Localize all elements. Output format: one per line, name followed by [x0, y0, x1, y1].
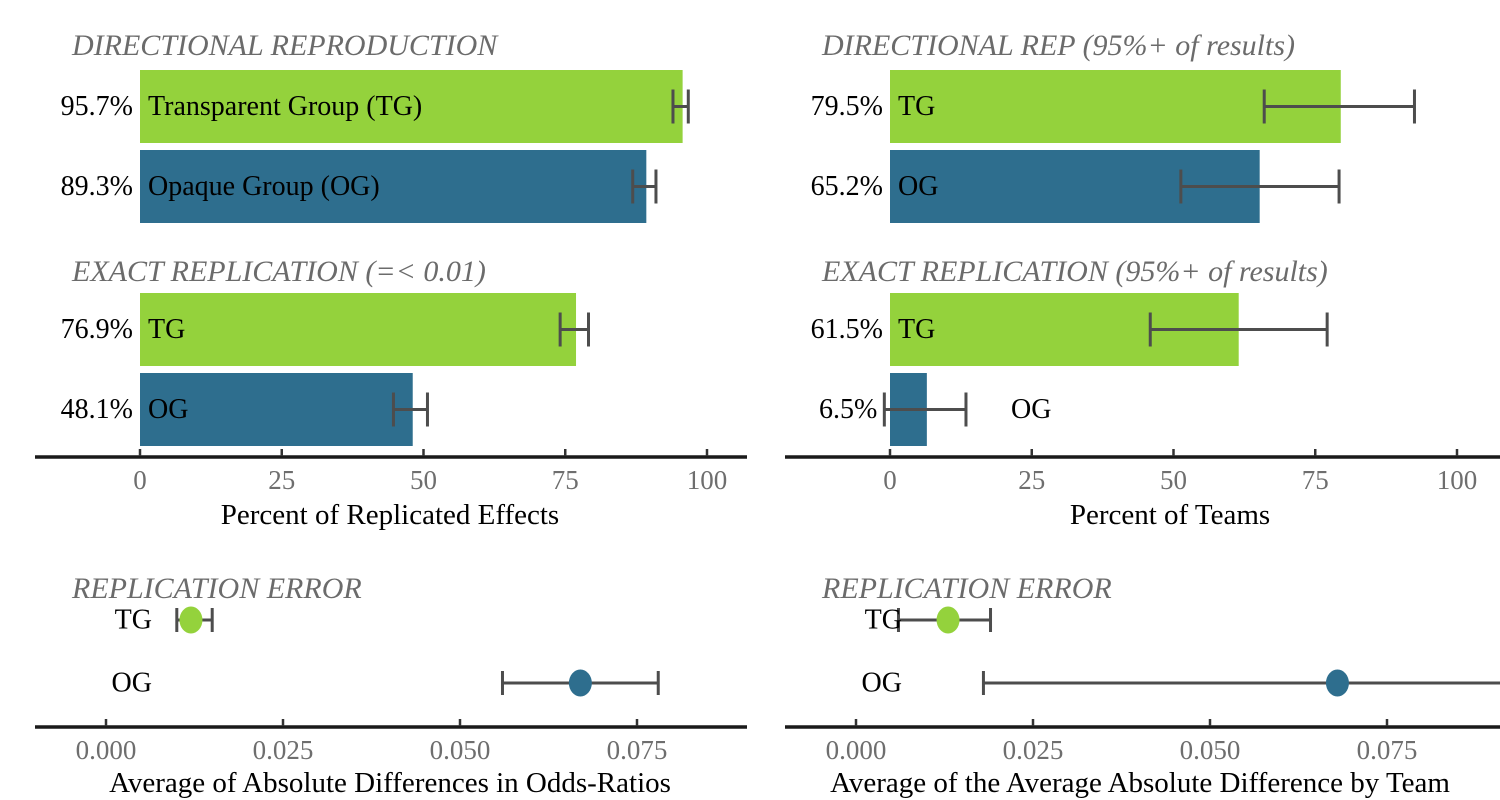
panel-title: EXACT REPLICATION (=< 0.01) [71, 255, 486, 288]
panel-title: DIRECTIONAL REP (95%+ of results) [821, 29, 1295, 62]
axis-title: Average of Absolute Differences in Odds-… [109, 767, 671, 799]
dot-og [1325, 669, 1349, 697]
point-group-label: TG [865, 605, 902, 636]
axis-tick-label: 75 [1302, 465, 1329, 495]
dot-og [568, 669, 592, 697]
bar-group-label: TG [898, 314, 935, 345]
axis-tick-label: 0.075 [607, 735, 668, 765]
dot-tg [179, 606, 203, 634]
bar-value-label: 61.5% [811, 314, 883, 345]
point-group-label: TG [115, 605, 152, 636]
bar-value-label: 79.5% [811, 91, 883, 122]
bar-og [140, 150, 647, 223]
axis-tick-label: 100 [1437, 465, 1478, 495]
bar-value-label: 95.7% [61, 91, 133, 122]
axis-tick-label: 0.075 [1357, 735, 1418, 765]
axis-tick-label: 0.050 [1180, 735, 1241, 765]
axis-tick-label: 0.025 [253, 735, 314, 765]
bar-group-label: TG [898, 91, 935, 122]
bar-tg [140, 293, 577, 366]
bar-group-label: TG [148, 314, 185, 345]
axis-tick-label: 0 [133, 465, 147, 495]
axis-tick-label: 50 [1160, 465, 1187, 495]
panel-title: REPLICATION ERROR [821, 572, 1112, 605]
point-group-label: OG [862, 668, 902, 699]
point-group-label: OG [112, 668, 152, 699]
axis-title: Average of the Average Absolute Differen… [830, 767, 1450, 799]
bar-group-label: Opaque Group (OG) [148, 171, 380, 202]
bar-value-label: 48.1% [61, 394, 133, 425]
bar-tg [140, 70, 683, 143]
bar-group-label: Transparent Group (TG) [148, 91, 422, 122]
bar-og [140, 373, 413, 446]
axis-title: Percent of Teams [1070, 499, 1270, 531]
axis-tick-label: 25 [1018, 465, 1045, 495]
bar-value-label: 6.5% [819, 394, 877, 425]
panel-title: EXACT REPLICATION (95%+ of results) [821, 255, 1328, 288]
panel-title: REPLICATION ERROR [71, 572, 362, 605]
bar-group-label: OG [898, 171, 938, 202]
axis-tick-label: 50 [410, 465, 437, 495]
axis-title: Percent of Replicated Effects [221, 499, 559, 531]
bar-group-label: OG [148, 394, 188, 425]
bar-value-label: 76.9% [61, 314, 133, 345]
bar-value-label: 65.2% [811, 171, 883, 202]
bar-group-label: OG [1011, 394, 1051, 425]
axis-tick-label: 0 [883, 465, 897, 495]
dot-tg [936, 606, 960, 634]
axis-tick-label: 0.000 [76, 735, 137, 765]
axis-tick-label: 25 [268, 465, 295, 495]
axis-tick-label: 0.000 [826, 735, 887, 765]
axis-tick-label: 0.050 [430, 735, 491, 765]
axis-tick-label: 0.025 [1003, 735, 1064, 765]
axis-tick-label: 75 [552, 465, 579, 495]
bar-value-label: 89.3% [61, 171, 133, 202]
panel-title: DIRECTIONAL REPRODUCTION [71, 29, 499, 62]
axis-tick-label: 100 [687, 465, 728, 495]
